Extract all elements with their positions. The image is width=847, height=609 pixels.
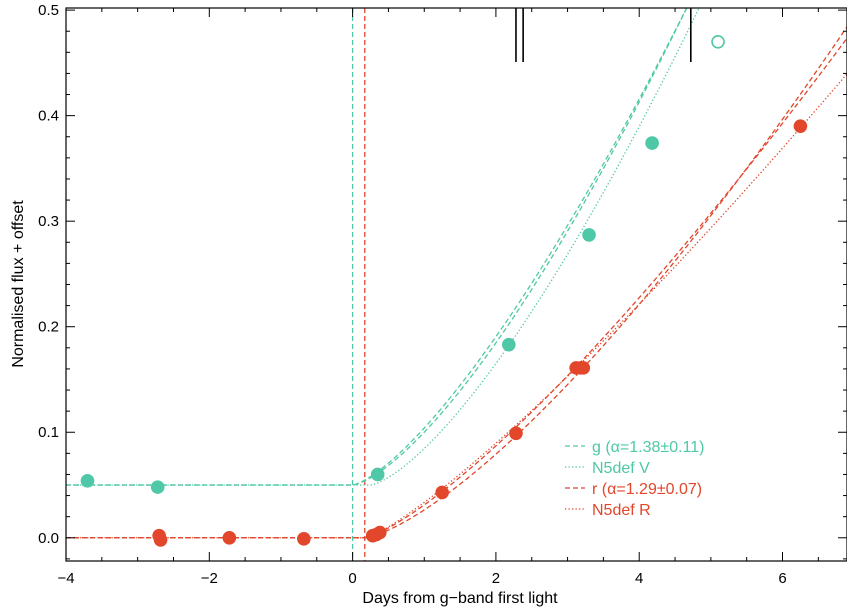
data-point-r <box>793 119 808 133</box>
data-point-r <box>297 532 311 546</box>
data-point-r <box>435 485 449 500</box>
x-tick-label: −4 <box>57 570 74 587</box>
y-tick-label: 0.1 <box>38 424 59 441</box>
open-data-point-g <box>711 34 725 49</box>
model-curve-r <box>66 73 847 539</box>
legend-label: N5def V <box>592 460 650 477</box>
legend-label: r (α=1.29±0.07) <box>592 481 702 498</box>
x-tick-label: −2 <box>201 570 218 587</box>
axes: −4 −2 0 2 4 6 0.0 0.1 0.2 0.3 0.4 0.5 <box>38 2 847 587</box>
y-tick-label: 0.4 <box>38 108 59 125</box>
data-point-r <box>153 533 168 547</box>
model-curve-g <box>66 8 700 486</box>
data-points <box>80 34 808 547</box>
y-tick-label: 0.5 <box>38 2 59 19</box>
data-point-r <box>509 426 523 441</box>
data-point-r <box>222 530 237 545</box>
plot-area <box>66 8 847 561</box>
first-light-lines <box>351 8 366 561</box>
y-tick-label: 0.3 <box>38 213 59 230</box>
spectra-epoch-markers <box>515 8 692 62</box>
data-point-r <box>576 361 591 375</box>
data-point-g <box>645 136 659 150</box>
fit-curve-g <box>66 8 688 486</box>
x-tick-label: 0 <box>348 570 356 587</box>
x-tick-label: 6 <box>778 570 786 587</box>
fit-curve-r <box>66 37 847 539</box>
y-axis-label: Normalised flux + offset <box>10 200 27 368</box>
legend-label: N5def R <box>592 502 651 519</box>
fit-curves <box>66 8 847 539</box>
fit-curve-r <box>66 26 847 539</box>
legend: g (α=1.38±0.11) N5def V r (α=1.29±0.07) N5d… <box>565 439 704 519</box>
x-tick-label: 4 <box>635 570 643 587</box>
fit-curve-g <box>66 8 688 486</box>
y-tick-label: 0.2 <box>38 319 59 336</box>
x-axis-label: Days from g−band first light <box>362 590 558 607</box>
plot-frame <box>65 7 847 562</box>
x-tick-label: 2 <box>492 570 500 587</box>
y-tick-label: 0.0 <box>38 530 59 547</box>
data-point-g <box>150 480 165 494</box>
legend-label: g (α=1.38±0.11) <box>592 439 704 456</box>
data-point-g <box>80 473 95 488</box>
data-point-g <box>502 337 516 352</box>
data-point-r <box>373 525 387 540</box>
data-point-g <box>370 467 385 482</box>
data-point-g <box>582 228 596 242</box>
